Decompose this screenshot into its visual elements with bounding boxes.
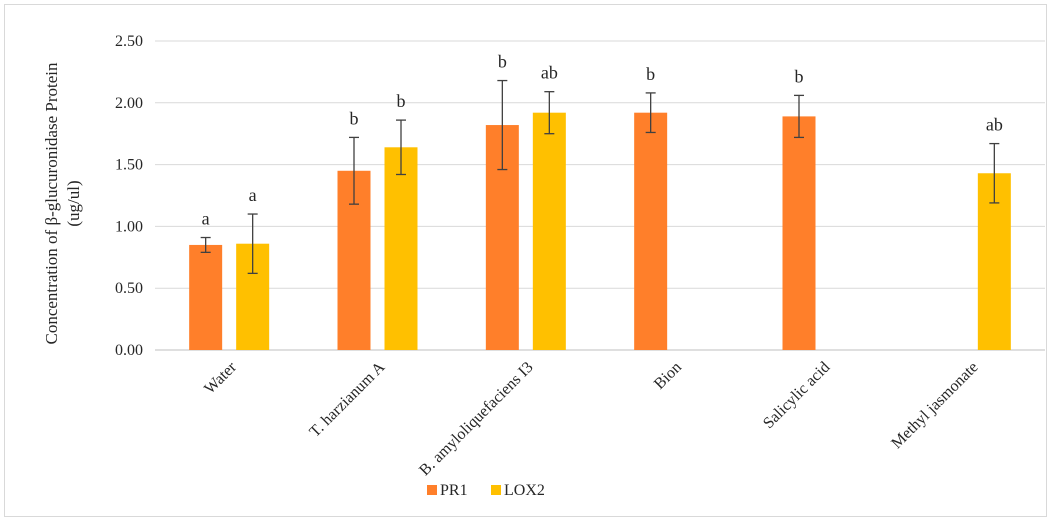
category-label: T. harzianum A — [306, 358, 388, 440]
bar-lox2 — [532, 112, 566, 350]
y-tick-label: 2.50 — [115, 33, 143, 50]
y-axis-title: Concentration of β-glucuronidase Protein — [42, 62, 61, 344]
category-label: Salicylic acid — [760, 359, 833, 432]
significance-label: ab — [986, 115, 1003, 135]
y-axis-title: (ug/ul) — [64, 180, 83, 226]
category-label: Water — [201, 358, 240, 397]
category-label: B. amyloliquefaciens I3 — [416, 359, 536, 479]
legend-label-pr1: PR1 — [440, 482, 468, 499]
bar-lox2 — [384, 147, 418, 350]
significance-label: a — [249, 185, 257, 205]
bar-pr1 — [782, 116, 816, 350]
bar-chart: 0.00 0.50 1.00 1.50 2.00 2.50 Concentration of… — [42, 33, 1045, 499]
significance-label: a — [202, 209, 210, 229]
significance-label: b — [795, 66, 804, 86]
significance-label: b — [498, 52, 507, 72]
significance-label: b — [397, 91, 406, 111]
y-tick-label: 2.00 — [115, 95, 143, 112]
y-tick-label: 1.00 — [115, 218, 143, 235]
chart-frame: 0.00 0.50 1.00 1.50 2.00 2.50 Concentration of… — [4, 4, 1047, 517]
legend-label-lox2: LOX2 — [504, 482, 545, 499]
legend-swatch-pr1 — [427, 485, 437, 495]
category-label: Bion — [651, 359, 685, 393]
significance-label: b — [646, 64, 655, 84]
legend-swatch-lox2 — [491, 485, 501, 495]
y-tick-label: 1.50 — [115, 157, 143, 174]
y-tick-label: 0.00 — [115, 342, 143, 359]
bar-pr1 — [634, 112, 668, 350]
y-tick-label: 0.50 — [115, 280, 143, 297]
category-label: Methyl jasmonate — [888, 359, 981, 452]
bar-pr1 — [189, 244, 223, 350]
significance-label: ab — [541, 63, 558, 83]
significance-label: b — [350, 108, 359, 128]
